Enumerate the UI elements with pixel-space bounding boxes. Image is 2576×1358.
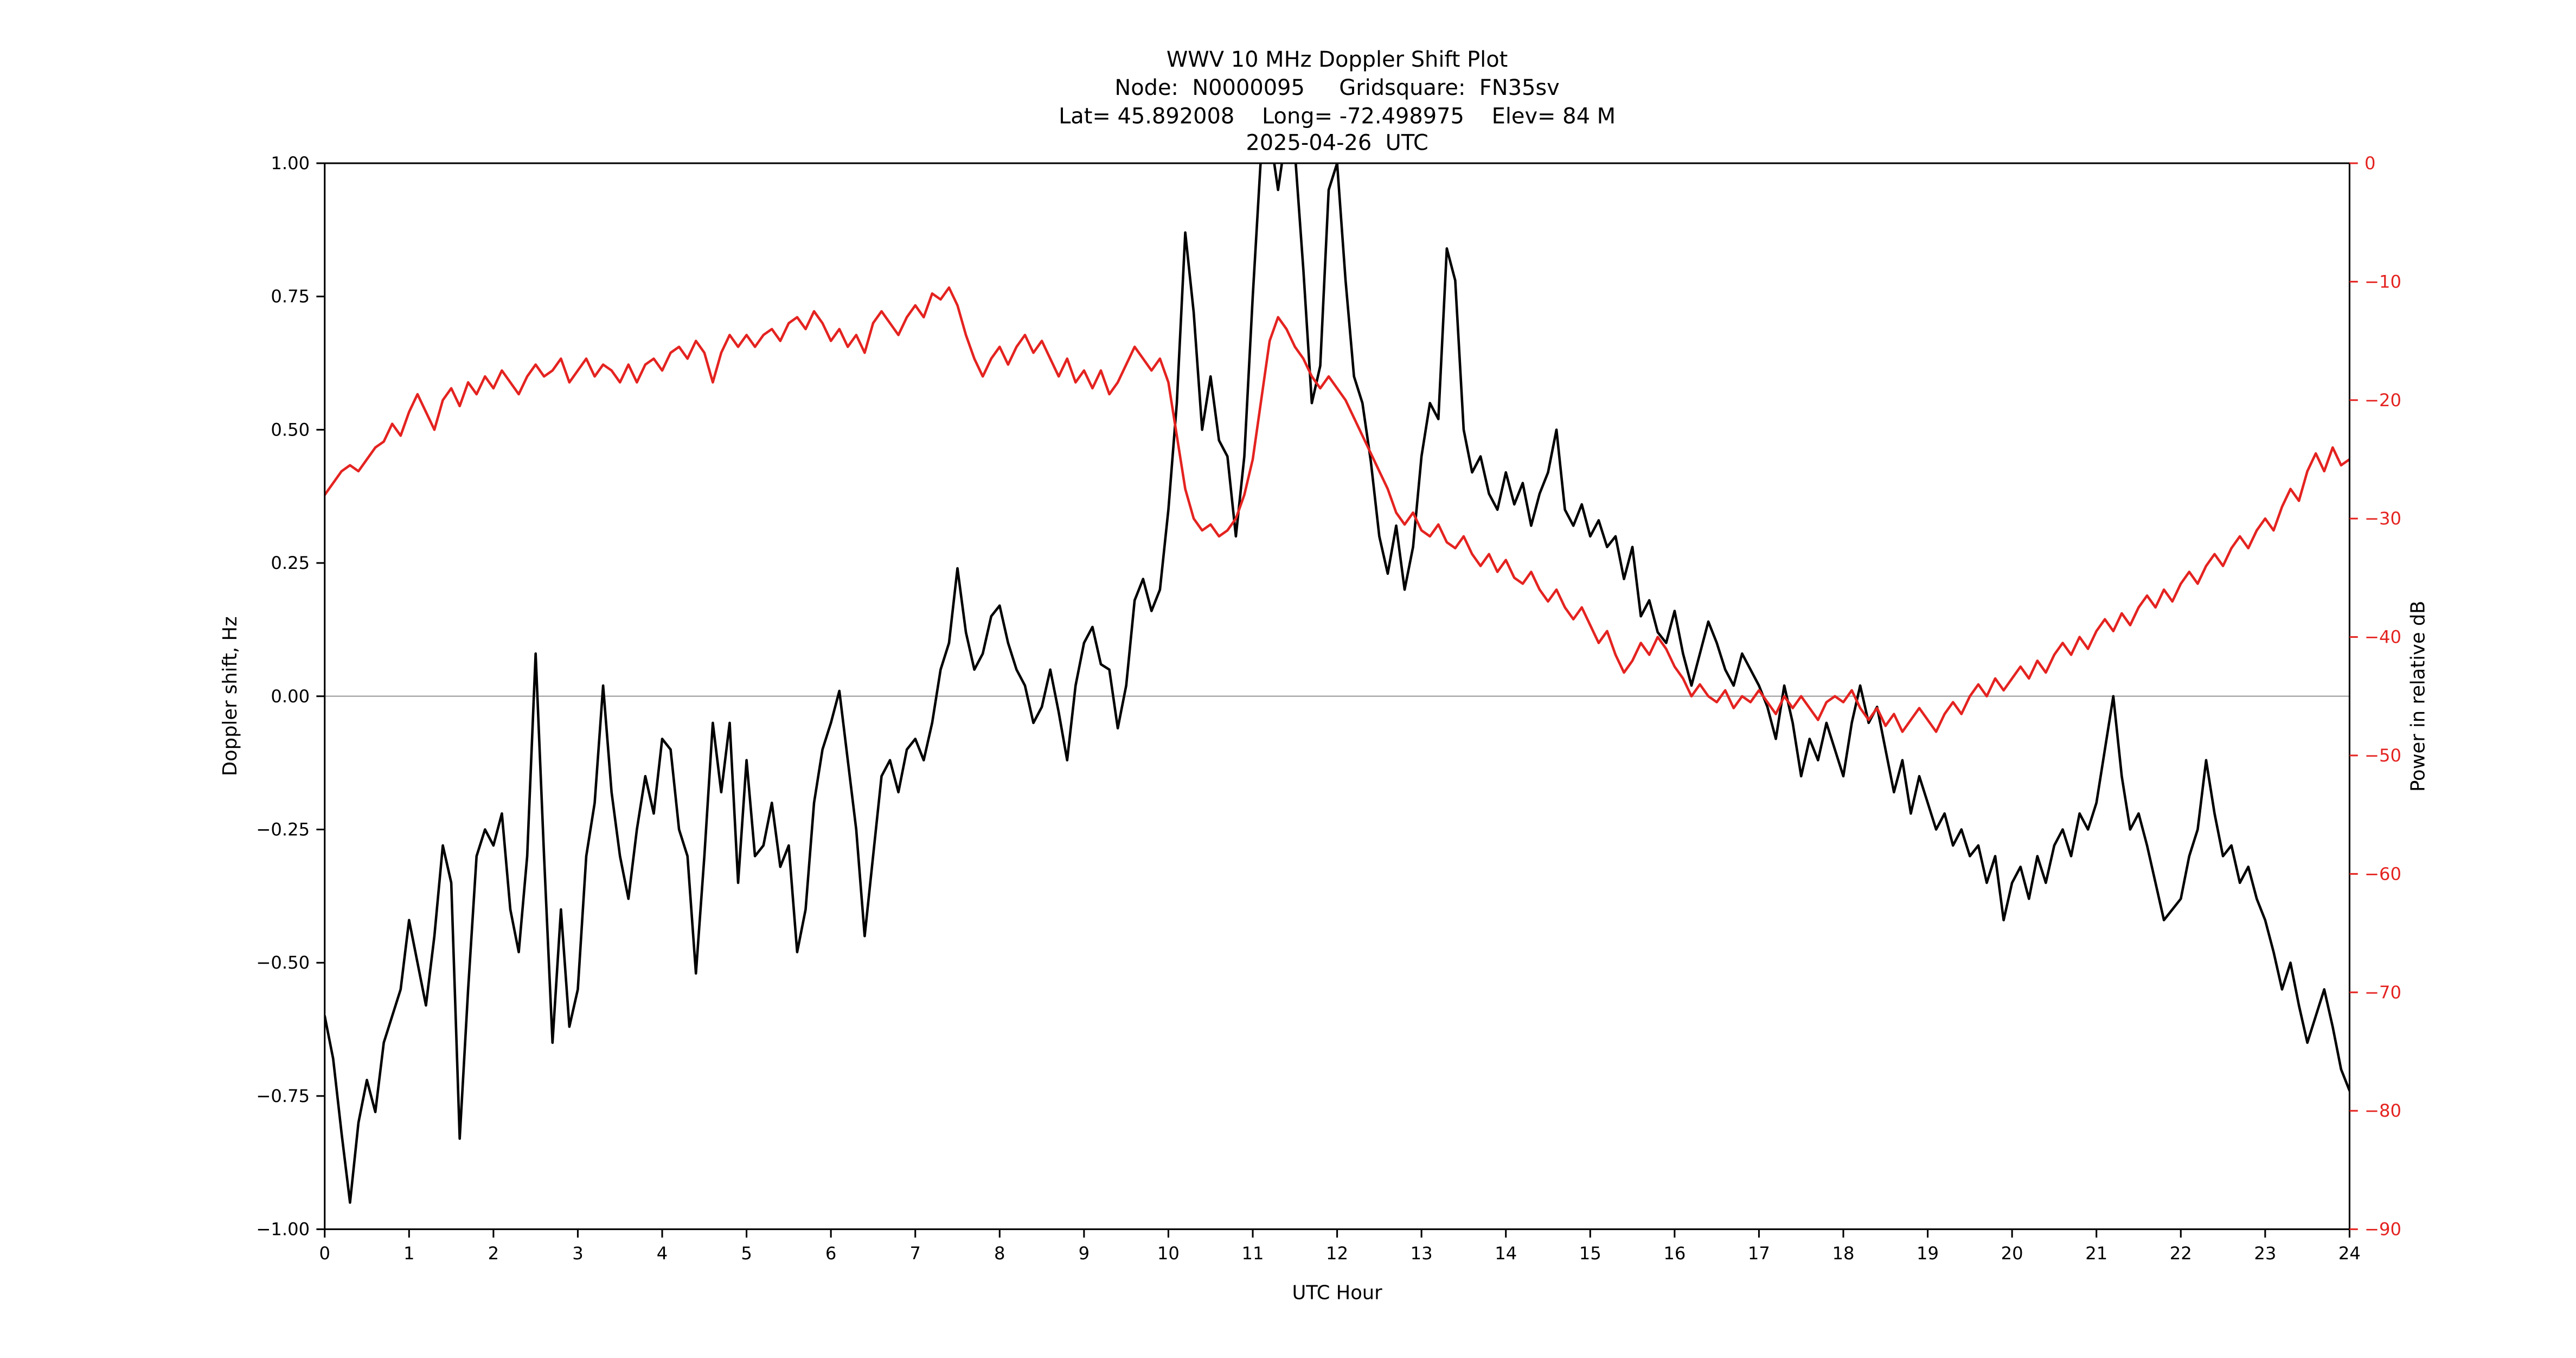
x-tick-label: 15 — [1579, 1243, 1601, 1264]
x-tick-label: 9 — [1079, 1243, 1090, 1264]
left-y-tick-label: −0.25 — [256, 819, 310, 840]
x-tick-label: 13 — [1411, 1243, 1433, 1264]
x-tick-label: 22 — [2170, 1243, 2192, 1264]
x-axis-label: UTC Hour — [1292, 1282, 1382, 1304]
left-y-tick-label: −0.75 — [256, 1086, 310, 1106]
chart-title-line-3: Lat= 45.892008 Long= -72.498975 Elev= 84… — [1059, 104, 1616, 129]
power-series-line — [324, 286, 2350, 733]
left-y-tick-label: 0.50 — [271, 419, 310, 440]
left-y-tick-label: 1.00 — [271, 153, 310, 174]
right-y-tick-label: −30 — [2364, 508, 2401, 529]
x-tick-label: 19 — [1917, 1243, 1939, 1264]
x-tick-label: 18 — [1832, 1243, 1854, 1264]
x-tick-label: 8 — [994, 1243, 1005, 1264]
left-y-tick-label: 0.00 — [271, 686, 310, 707]
left-y-tick-label: 0.25 — [271, 553, 310, 573]
left-y-tick-label: 0.75 — [271, 286, 310, 307]
x-tick-label: 7 — [909, 1243, 921, 1264]
right-y-tick-label: −90 — [2364, 1219, 2401, 1240]
x-tick-label: 16 — [1663, 1243, 1686, 1264]
right-y-tick-label: −70 — [2364, 982, 2401, 1003]
x-tick-label: 20 — [2001, 1243, 2023, 1264]
x-tick-label: 21 — [2085, 1243, 2107, 1264]
x-tick-label: 4 — [657, 1243, 668, 1264]
x-tick-label: 24 — [2338, 1243, 2361, 1264]
data-series-group — [324, 163, 2350, 1204]
x-tick-label: 2 — [488, 1243, 499, 1264]
x-tick-label: 3 — [572, 1243, 584, 1264]
left-y-tick-label: −1.00 — [256, 1219, 310, 1240]
x-tick-label: 0 — [319, 1243, 330, 1264]
right-y-tick-label: −50 — [2364, 745, 2401, 766]
x-tick-label: 6 — [825, 1243, 837, 1264]
right-y-tick-label: −20 — [2364, 390, 2401, 411]
x-tick-label: 10 — [1157, 1243, 1180, 1264]
doppler-series-line — [324, 163, 2350, 1204]
right-y-tick-label: −40 — [2364, 627, 2401, 648]
right-y-tick-label: −80 — [2364, 1100, 2401, 1121]
left-y-tick-label: −0.50 — [256, 952, 310, 973]
x-tick-label: 23 — [2254, 1243, 2276, 1264]
chart-title-line-4: 2025-04-26 UTC — [1246, 130, 1428, 155]
x-tick-label: 12 — [1326, 1243, 1348, 1264]
right-y-tick-label: 0 — [2364, 153, 2376, 174]
right-y-tick-label: −60 — [2364, 863, 2401, 884]
x-tick-label: 14 — [1495, 1243, 1517, 1264]
chart-title-line-1: WWV 10 MHz Doppler Shift Plot — [1167, 47, 1508, 72]
right-y-axis-label: Power in relative dB — [2407, 601, 2430, 792]
chart-title-line-2: Node: N0000095 Gridsquare: FN35sv — [1114, 75, 1559, 100]
x-tick-label: 1 — [403, 1243, 415, 1264]
left-y-axis-ticks: −1.00 −0.75 −0.50 −0.25 0.00 0.25 0.50 0.75 1.00 — [256, 153, 325, 1240]
left-y-axis-label: Doppler shift, Hz — [219, 616, 241, 776]
x-tick-label: 17 — [1748, 1243, 1770, 1264]
right-y-tick-label: −10 — [2364, 271, 2401, 292]
x-tick-label: 5 — [741, 1243, 752, 1264]
x-tick-label: 11 — [1241, 1243, 1264, 1264]
x-axis-ticks: 0 1 2 3 4 5 6 7 8 9 10 11 12 13 14 15 16 17 18 19 20 21 22 23 24 — [319, 1229, 2361, 1264]
right-y-axis-ticks: 0 −10 −20 −30 −40 −50 −60 −70 −80 −90 — [2349, 153, 2401, 1240]
